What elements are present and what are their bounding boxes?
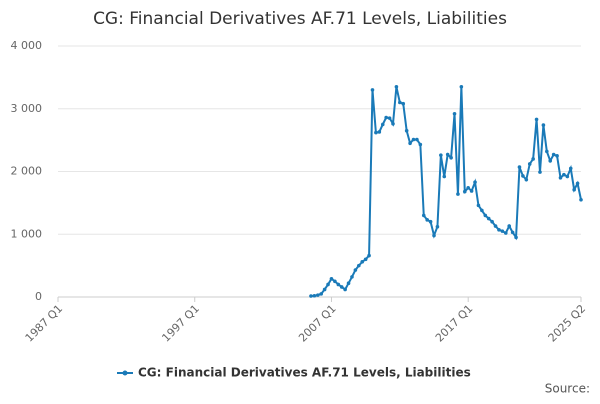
data-point [538, 170, 542, 174]
x-tick-label: 1997 Q1 [159, 302, 202, 345]
data-point [483, 213, 488, 218]
data-point [360, 260, 365, 264]
data-point [459, 84, 464, 89]
data-point [510, 230, 515, 235]
data-point [534, 117, 539, 122]
data-point [568, 166, 573, 171]
data-point [490, 219, 494, 224]
chart-title: CG: Financial Derivatives AF.71 Levels, … [93, 9, 507, 29]
y-tick-label: 4 000 [11, 39, 43, 52]
data-point [357, 263, 361, 268]
data-point [565, 174, 570, 179]
data-point [350, 275, 354, 279]
data-point [486, 216, 491, 221]
data-point [322, 287, 327, 292]
data-point [473, 180, 477, 184]
data-point [319, 292, 324, 296]
data-point [380, 122, 385, 127]
data-point [551, 152, 556, 157]
data-point [353, 268, 358, 272]
data-point [493, 224, 498, 228]
data-point [456, 192, 460, 196]
data-point [377, 130, 382, 134]
data-point [497, 228, 501, 232]
data-point [500, 229, 505, 233]
data-point [411, 137, 416, 142]
data-point [329, 277, 334, 281]
data-point [384, 115, 388, 120]
data-point [579, 197, 583, 202]
data-point [367, 253, 371, 258]
data-point [435, 224, 440, 229]
data-point [449, 155, 453, 160]
data-point [507, 224, 512, 228]
data-point [315, 293, 320, 297]
data-point [503, 231, 508, 235]
series-line [310, 86, 582, 298]
data-point [418, 142, 423, 147]
legend-label: CG: Financial Derivatives AF.71 Levels, … [138, 366, 471, 380]
data-point [343, 287, 347, 292]
data-point [527, 162, 532, 166]
data-point [408, 141, 412, 146]
data-point [439, 153, 443, 157]
data-point [394, 84, 399, 89]
data-point [374, 130, 378, 135]
data-point [442, 174, 447, 179]
data-point [425, 218, 429, 222]
data-point [312, 293, 317, 298]
y-tick-label: 0 [35, 290, 42, 303]
data-point [445, 152, 450, 157]
data-point [387, 116, 392, 120]
data-point [531, 157, 535, 161]
data-point [575, 181, 580, 186]
data-point [469, 189, 474, 193]
data-point [480, 208, 484, 213]
data-point [432, 233, 436, 238]
data-point [346, 281, 351, 285]
data-point [545, 149, 549, 154]
data-point [541, 123, 546, 127]
data-point [548, 159, 553, 163]
data-point [336, 282, 341, 287]
data-point [558, 175, 563, 180]
y-tick-label: 1 000 [11, 227, 43, 240]
data-point [524, 177, 529, 182]
x-tick-label: 2025 Q2 [546, 302, 589, 345]
data-point [398, 100, 402, 105]
data-point [309, 294, 313, 298]
x-tick-label: 2017 Q1 [433, 302, 476, 345]
data-point [476, 203, 481, 208]
data-point [339, 285, 344, 289]
data-point [333, 279, 337, 284]
x-tick-label: 1987 Q1 [23, 302, 66, 345]
data-point [370, 88, 375, 92]
data-point [517, 165, 522, 169]
data-point [326, 282, 330, 287]
data-point [401, 101, 406, 106]
data-point [572, 187, 576, 192]
data-point [421, 213, 426, 218]
y-tick-label: 2 000 [11, 165, 43, 178]
data-point [415, 137, 419, 142]
data-point [452, 111, 457, 116]
data-point [562, 172, 566, 177]
source: Source: [545, 382, 590, 396]
data-point [428, 219, 433, 224]
data-point [514, 235, 518, 240]
legend-marker [122, 370, 128, 376]
data-point [462, 189, 467, 194]
data-point [363, 257, 368, 262]
data-point [466, 186, 470, 190]
y-tick-label: 3 000 [11, 102, 43, 115]
data-point [391, 122, 395, 126]
data-point [404, 128, 409, 133]
data-point [555, 154, 559, 158]
x-tick-label: 2007 Q1 [296, 302, 339, 345]
data-point [521, 174, 525, 178]
